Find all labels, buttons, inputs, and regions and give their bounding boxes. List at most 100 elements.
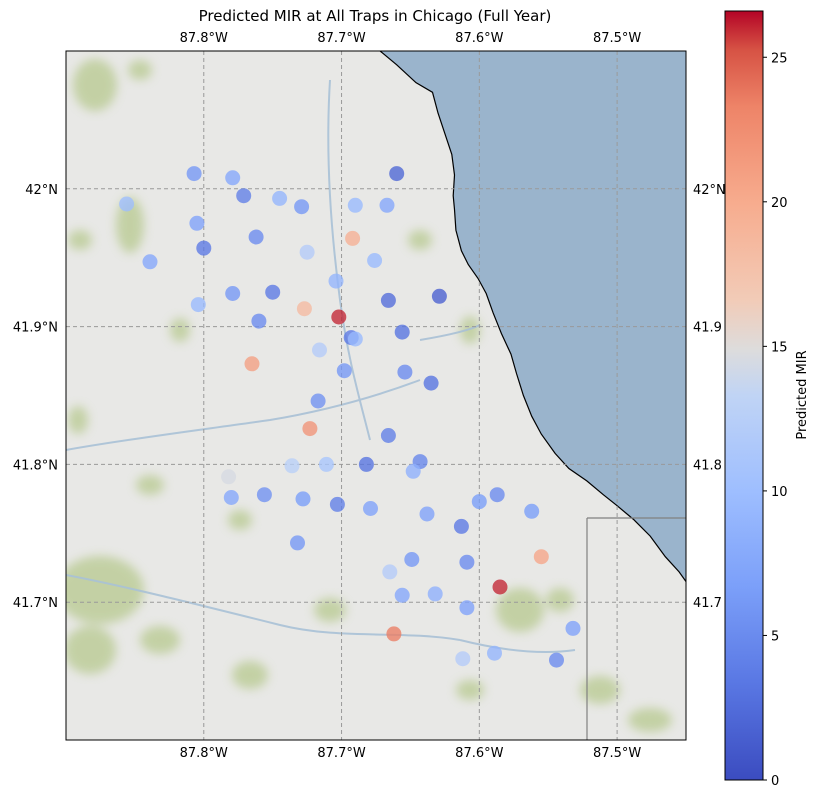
trap-point bbox=[294, 199, 310, 215]
colorbar-frame bbox=[724, 10, 764, 781]
colorbar-tick-label: 25 bbox=[771, 51, 788, 66]
trap-point bbox=[248, 229, 264, 245]
trap-point bbox=[272, 190, 288, 206]
colorbar-label: Predicted MIR bbox=[795, 350, 810, 439]
trap-point bbox=[382, 564, 398, 580]
trap-point bbox=[363, 501, 378, 516]
tick-labels: 87.8°W 87.8°W 87.7°W 87.7°W 87.6°W 87.6°W 87.5… bbox=[13, 31, 726, 761]
trap-point bbox=[379, 197, 395, 213]
trap-point bbox=[524, 503, 540, 519]
trap-point bbox=[318, 456, 334, 472]
trap-point bbox=[296, 301, 312, 317]
trap-point bbox=[489, 487, 505, 503]
trap-point bbox=[405, 463, 421, 479]
trap-point bbox=[186, 166, 202, 182]
trap-point bbox=[236, 188, 252, 204]
colorbar-tick-label: 10 bbox=[771, 485, 788, 500]
trap-point bbox=[347, 197, 363, 213]
gridlines bbox=[66, 51, 686, 740]
trap-point bbox=[299, 244, 315, 260]
trap-point bbox=[380, 428, 396, 443]
trap-point bbox=[386, 626, 402, 642]
lat-tick-label-left: 41.7°N bbox=[13, 596, 58, 611]
lon-tick-label-top: 87.7°W bbox=[317, 31, 365, 46]
trap-point bbox=[225, 170, 241, 186]
trap-point bbox=[189, 215, 205, 231]
colorbar-ticks: 0 5 10 15 20 25 bbox=[763, 51, 788, 789]
trap-point bbox=[367, 253, 383, 268]
lon-tick-label-bottom: 87.6°W bbox=[455, 746, 503, 761]
inland-waterways bbox=[66, 79, 576, 653]
trap-point bbox=[487, 645, 502, 661]
lat-tick-label-right: 41.8 bbox=[693, 458, 722, 473]
trap-point bbox=[336, 363, 352, 379]
lat-tick-label-right: 42°N bbox=[693, 183, 726, 198]
trap-point bbox=[310, 393, 326, 409]
colorbar-tick-label: 0 bbox=[771, 774, 779, 789]
lon-tick-label-top: 87.8°W bbox=[180, 31, 228, 46]
trap-point bbox=[329, 496, 345, 512]
lon-tick-label-top: 87.6°W bbox=[455, 31, 503, 46]
trap-point bbox=[225, 286, 241, 301]
trap-point bbox=[419, 506, 435, 522]
trap-point bbox=[256, 487, 272, 503]
trap-markers bbox=[119, 166, 581, 668]
trap-point bbox=[459, 600, 475, 616]
lat-tick-label-right: 41.7 bbox=[693, 596, 722, 611]
trap-point bbox=[358, 456, 374, 472]
trap-point bbox=[244, 356, 260, 372]
map-axes: 87.8°W 87.8°W 87.7°W 87.7°W 87.6°W 87.6°W 87.5… bbox=[13, 31, 726, 761]
shoreline bbox=[379, 51, 686, 583]
lon-tick-label-bottom: 87.5°W bbox=[593, 746, 641, 761]
lat-tick-label-left: 41.8°N bbox=[13, 458, 58, 473]
park-areas bbox=[66, 59, 672, 732]
lon-tick-label-bottom: 87.8°W bbox=[180, 746, 228, 761]
trap-point bbox=[302, 421, 318, 437]
trap-point bbox=[284, 458, 300, 474]
trap-point bbox=[427, 586, 443, 602]
trap-point bbox=[142, 254, 158, 270]
colorbar-tick-label: 15 bbox=[771, 340, 788, 355]
trap-point bbox=[312, 342, 327, 358]
trap-point bbox=[190, 297, 206, 313]
lake-michigan bbox=[380, 51, 686, 626]
colorbar: 0 5 10 15 20 25 Predicted MIR bbox=[724, 10, 810, 789]
colorbar-tick-label: 5 bbox=[771, 629, 779, 644]
trap-point bbox=[549, 652, 564, 668]
trap-point bbox=[455, 651, 471, 667]
trap-point bbox=[394, 324, 410, 340]
lat-tick-label-left: 42°N bbox=[25, 183, 58, 198]
trap-point bbox=[459, 554, 475, 570]
trap-point bbox=[380, 292, 396, 308]
trap-point bbox=[397, 364, 413, 380]
trap-point bbox=[221, 469, 237, 485]
trap-point bbox=[265, 284, 281, 300]
trap-point bbox=[394, 587, 410, 603]
trap-point bbox=[533, 549, 549, 565]
state-border-line bbox=[586, 517, 686, 740]
map-title: Predicted MIR at All Traps in Chicago (F… bbox=[199, 7, 552, 25]
trap-point bbox=[345, 230, 361, 246]
trap-point bbox=[290, 535, 305, 551]
trap-point bbox=[423, 375, 439, 391]
lon-tick-label-bottom: 87.7°W bbox=[317, 746, 365, 761]
trap-point bbox=[251, 313, 267, 329]
trap-point bbox=[196, 240, 212, 256]
trap-point bbox=[331, 309, 347, 325]
axes-frame bbox=[65, 50, 687, 741]
trap-point bbox=[404, 552, 420, 567]
lon-tick-label-top: 87.5°W bbox=[593, 31, 641, 46]
trap-point bbox=[389, 166, 405, 182]
trap-point bbox=[471, 494, 487, 510]
lat-tick-label-left: 41.9°N bbox=[13, 321, 58, 336]
trap-point bbox=[295, 491, 311, 507]
colorbar-gradient bbox=[725, 11, 763, 780]
trap-point bbox=[431, 288, 447, 304]
lat-tick-label-right: 41.9 bbox=[693, 321, 722, 336]
trap-point bbox=[328, 273, 344, 289]
trap-point bbox=[453, 518, 469, 534]
colorbar-tick-label: 20 bbox=[771, 196, 788, 211]
trap-point bbox=[119, 196, 135, 212]
trap-point bbox=[223, 490, 239, 505]
